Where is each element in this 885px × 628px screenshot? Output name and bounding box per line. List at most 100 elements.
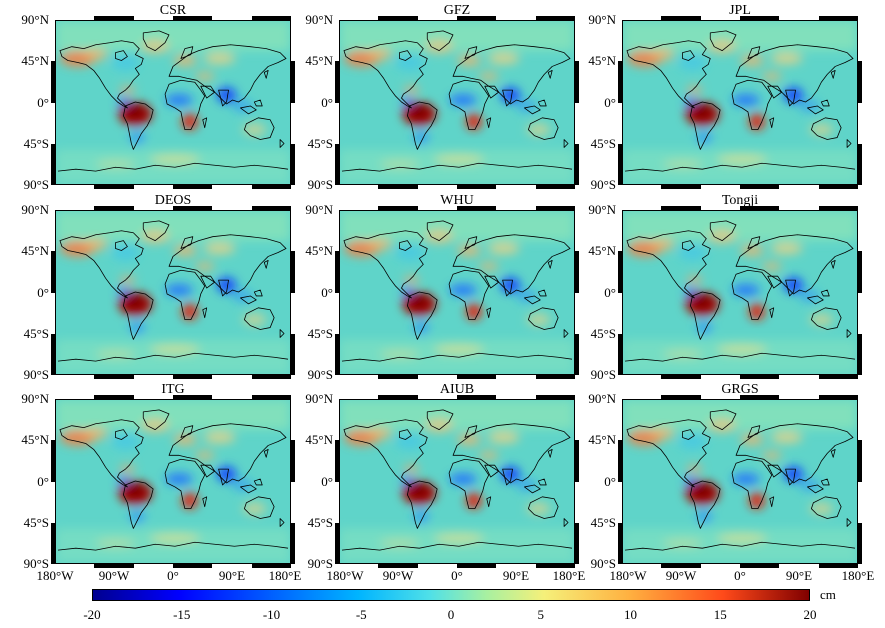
- map-panel-tongji: [622, 210, 858, 375]
- frame-segment: [858, 522, 862, 564]
- map-image: [56, 400, 290, 563]
- frame-segment: [378, 185, 418, 189]
- colorbar-tick-label: -10: [262, 607, 281, 622]
- frame-segment: [94, 375, 134, 379]
- latitude-label: 45°S: [307, 325, 333, 341]
- frame-segment: [335, 440, 339, 482]
- longitude-label: 0°: [734, 568, 746, 583]
- map-image: [340, 211, 574, 374]
- latitude-label: 45°N: [588, 53, 616, 69]
- colorbar-tick-label: 15: [713, 607, 727, 622]
- colorbar: [92, 589, 810, 601]
- colorbar-unit: cm: [820, 587, 836, 602]
- map-panel-itg: [55, 399, 291, 564]
- latitude-label: 90°S: [307, 177, 333, 192]
- latitude-label: 45°S: [23, 325, 49, 341]
- panel-title-grgs: GRGS: [721, 382, 759, 397]
- frame-segment: [94, 16, 134, 20]
- frame-segment: [818, 16, 858, 20]
- map-image: [56, 211, 290, 374]
- frame-segment: [335, 522, 339, 564]
- frame-segment: [291, 143, 295, 185]
- frame-segment: [535, 395, 575, 399]
- map-panel-jpl: [622, 20, 858, 185]
- frame-segment: [291, 251, 295, 293]
- frame-segment: [575, 333, 579, 375]
- frame-segment: [818, 375, 858, 379]
- frame-segment: [740, 206, 780, 210]
- frame-segment: [457, 185, 497, 189]
- latitude-label: 90°S: [23, 367, 49, 382]
- map-panel-aiub: [339, 399, 575, 564]
- frame-segment: [618, 440, 622, 482]
- latitude-label: 45°N: [21, 243, 49, 259]
- longitude-label: 90°E: [218, 568, 246, 583]
- frame-segment: [535, 564, 575, 568]
- frame-segment: [575, 251, 579, 293]
- map-panel-gfz: [339, 20, 575, 185]
- colorbar-tick-label: 10: [624, 607, 637, 622]
- latitude-label: 0°: [321, 284, 333, 300]
- latitude-label: 90°N: [588, 12, 616, 27]
- latitude-label: 90°N: [588, 391, 616, 406]
- latitude-label: 45°N: [305, 432, 333, 448]
- latitude-label: 45°N: [305, 53, 333, 69]
- frame-segment: [661, 185, 701, 189]
- latitude-label: 45°N: [588, 243, 616, 259]
- frame-segment: [740, 564, 780, 568]
- frame-segment: [251, 395, 291, 399]
- frame-segment: [858, 61, 862, 103]
- frame-segment: [378, 564, 418, 568]
- frame-segment: [618, 333, 622, 375]
- map-image: [623, 400, 857, 563]
- latitude-label: 90°S: [307, 367, 333, 382]
- frame-segment: [291, 440, 295, 482]
- frame-segment: [818, 206, 858, 210]
- frame-segment: [51, 522, 55, 564]
- longitude-label: 180°E: [268, 568, 302, 583]
- panel-title-gfz: GFZ: [443, 3, 471, 18]
- map-panel-csr: [55, 20, 291, 185]
- panel-title-aiub: AIUB: [439, 382, 475, 397]
- longitude-label: 90°E: [785, 568, 813, 583]
- map-panel-whu: [339, 210, 575, 375]
- frame-segment: [51, 251, 55, 293]
- frame-segment: [661, 375, 701, 379]
- map-image: [623, 211, 857, 374]
- frame-segment: [378, 395, 418, 399]
- frame-segment: [661, 395, 701, 399]
- map-image: [340, 400, 574, 563]
- panel-title-tongji: Tongji: [721, 193, 759, 208]
- frame-segment: [740, 185, 780, 189]
- latitude-label: 90°S: [590, 556, 616, 571]
- colorbar-tick-label: -20: [83, 607, 101, 622]
- frame-segment: [818, 395, 858, 399]
- frame-segment: [173, 375, 213, 379]
- frame-segment: [94, 564, 134, 568]
- latitude-label: 45°N: [21, 53, 49, 69]
- latitude-label: 45°S: [590, 325, 616, 341]
- frame-segment: [618, 61, 622, 103]
- panel-title-deos: DEOS: [154, 193, 192, 208]
- frame-segment: [740, 16, 780, 20]
- longitude-label: 180°W: [36, 568, 74, 583]
- latitude-label: 90°S: [590, 177, 616, 192]
- frame-segment: [173, 206, 213, 210]
- latitude-label: 45°N: [21, 432, 49, 448]
- longitude-label: 90°W: [665, 568, 697, 583]
- latitude-label: 0°: [604, 284, 616, 300]
- frame-segment: [535, 375, 575, 379]
- frame-segment: [378, 206, 418, 210]
- frame-segment: [457, 395, 497, 399]
- panel-title-csr: CSR: [159, 3, 187, 18]
- frame-segment: [251, 185, 291, 189]
- frame-segment: [457, 564, 497, 568]
- frame-segment: [858, 251, 862, 293]
- latitude-label: 90°N: [21, 391, 49, 406]
- latitude-label: 90°N: [588, 202, 616, 217]
- longitude-label: 0°: [167, 568, 179, 583]
- frame-segment: [51, 61, 55, 103]
- map-panel-deos: [55, 210, 291, 375]
- frame-segment: [575, 143, 579, 185]
- frame-segment: [251, 206, 291, 210]
